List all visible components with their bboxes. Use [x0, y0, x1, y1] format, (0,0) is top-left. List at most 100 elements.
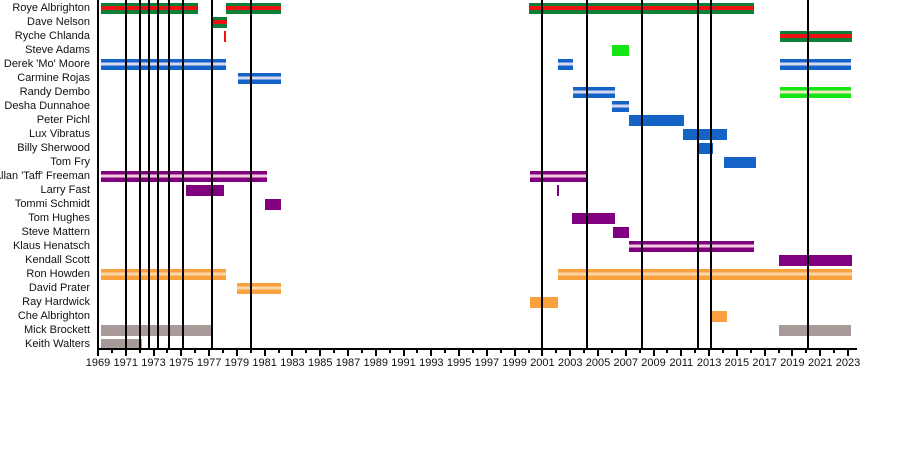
axis-tick — [833, 350, 836, 353]
axis-year-label: 2003 — [557, 357, 583, 369]
studio-release-line — [697, 0, 699, 349]
backing-stripe — [238, 76, 282, 80]
axis-year-label: 1971 — [113, 357, 138, 369]
backing-stripe — [528, 6, 754, 10]
backing-stripe — [100, 174, 268, 178]
studio-release-line — [138, 0, 141, 349]
member-label: Desha Dunnahoe — [4, 100, 90, 112]
axis-tick — [360, 350, 363, 353]
backing-stripe — [100, 272, 226, 276]
axis-tick — [374, 350, 377, 356]
axis-tick — [791, 350, 794, 356]
axis-tick — [819, 350, 822, 356]
member-label: Ron Howden — [26, 268, 90, 280]
axis-year-label: 1987 — [335, 357, 361, 369]
axis-tick — [694, 350, 697, 353]
axis-year-label: 2017 — [752, 357, 777, 369]
plot-left-border — [97, 0, 99, 349]
axis-year-label: 1995 — [446, 357, 472, 369]
member-label: Klaus Henatsch — [12, 240, 90, 252]
backing-stripe — [779, 62, 852, 66]
timeline-bar — [696, 142, 714, 154]
axis-year-label: 1999 — [502, 357, 527, 369]
studio-release-line — [124, 0, 127, 349]
timeline-bar — [613, 226, 629, 238]
axis-year-label: 1975 — [169, 357, 194, 369]
member-label: Allan 'Taff' Freeman — [0, 170, 90, 182]
studio-release-line — [181, 0, 184, 349]
member-label: Keith Walters — [24, 338, 90, 350]
axis-tick — [138, 350, 141, 353]
axis-year-label: 2011 — [669, 357, 694, 369]
axis-tick — [583, 350, 586, 353]
timeline-bar — [100, 338, 143, 350]
axis-year-label: 2023 — [835, 357, 861, 369]
axis-tick — [402, 350, 405, 356]
axis-tick — [666, 350, 669, 353]
timeline-bar — [210, 16, 228, 28]
axis-year-label: 1989 — [363, 357, 388, 369]
timeline-bar — [628, 114, 685, 126]
timeline-bar — [779, 30, 853, 42]
axis-tick — [472, 350, 474, 353]
studio-release-line — [148, 0, 151, 349]
timeline-bar — [724, 156, 757, 168]
axis-tick — [624, 350, 627, 356]
member-label: Tommi Schmidt — [14, 198, 90, 210]
axis-tick — [180, 350, 183, 356]
member-label: Lux Vibratus — [29, 128, 90, 140]
axis-tick — [777, 350, 780, 353]
backing-stripe — [210, 20, 228, 24]
x-axis-line — [97, 348, 857, 350]
axis-tick — [458, 350, 461, 356]
timeline-bar — [225, 2, 282, 14]
axis-tick — [847, 350, 849, 356]
axis-year-label: 2001 — [530, 357, 555, 369]
timeline-bar — [628, 240, 754, 252]
member-label: Randy Dembo — [19, 86, 90, 98]
timeline-bar — [100, 58, 226, 70]
axis-tick — [430, 350, 433, 356]
axis-tick — [749, 350, 752, 353]
timeline-bar — [100, 268, 226, 280]
axis-tick — [485, 350, 488, 356]
axis-year-label: 2021 — [807, 357, 833, 369]
axis-tick — [805, 350, 808, 353]
timeline-bar — [223, 30, 226, 42]
backing-stripe — [557, 272, 853, 276]
axis-year-label: 1969 — [85, 357, 111, 369]
member-label: Steve Mattern — [21, 226, 90, 238]
member-label: Steve Adams — [25, 44, 90, 56]
timeline-bar — [611, 100, 629, 112]
axis-tick — [222, 350, 224, 353]
timeline-bar — [185, 184, 225, 196]
backing-stripe — [557, 62, 573, 66]
member-label: Tom Hughes — [28, 212, 90, 224]
timeline-bar — [100, 170, 268, 182]
member-label: Kendall Scott — [25, 254, 90, 266]
axis-year-label: 2009 — [641, 357, 666, 369]
timeline-bar — [264, 198, 282, 210]
axis-tick — [319, 350, 322, 356]
member-label: David Prater — [28, 282, 90, 294]
axis-tick — [569, 350, 572, 356]
member-label: Peter Pichl — [36, 114, 90, 126]
axis-year-label: 1983 — [280, 357, 305, 369]
timeline-bar — [682, 128, 728, 140]
axis-tick — [597, 350, 599, 356]
axis-tick — [347, 350, 349, 356]
axis-year-label: 1997 — [474, 357, 500, 369]
timeline-bar — [710, 310, 728, 322]
axis-tick — [263, 350, 266, 356]
axis-tick — [305, 350, 308, 353]
backing-stripe — [225, 6, 282, 10]
studio-release-line — [167, 0, 170, 349]
plot-area — [97, 0, 853, 350]
axis-tick — [499, 350, 502, 353]
member-label: Tom Fry — [50, 156, 90, 168]
axis-tick — [444, 350, 447, 353]
timeline-bar — [778, 324, 852, 336]
axis-tick — [124, 350, 127, 356]
timeline-bar — [571, 212, 615, 224]
